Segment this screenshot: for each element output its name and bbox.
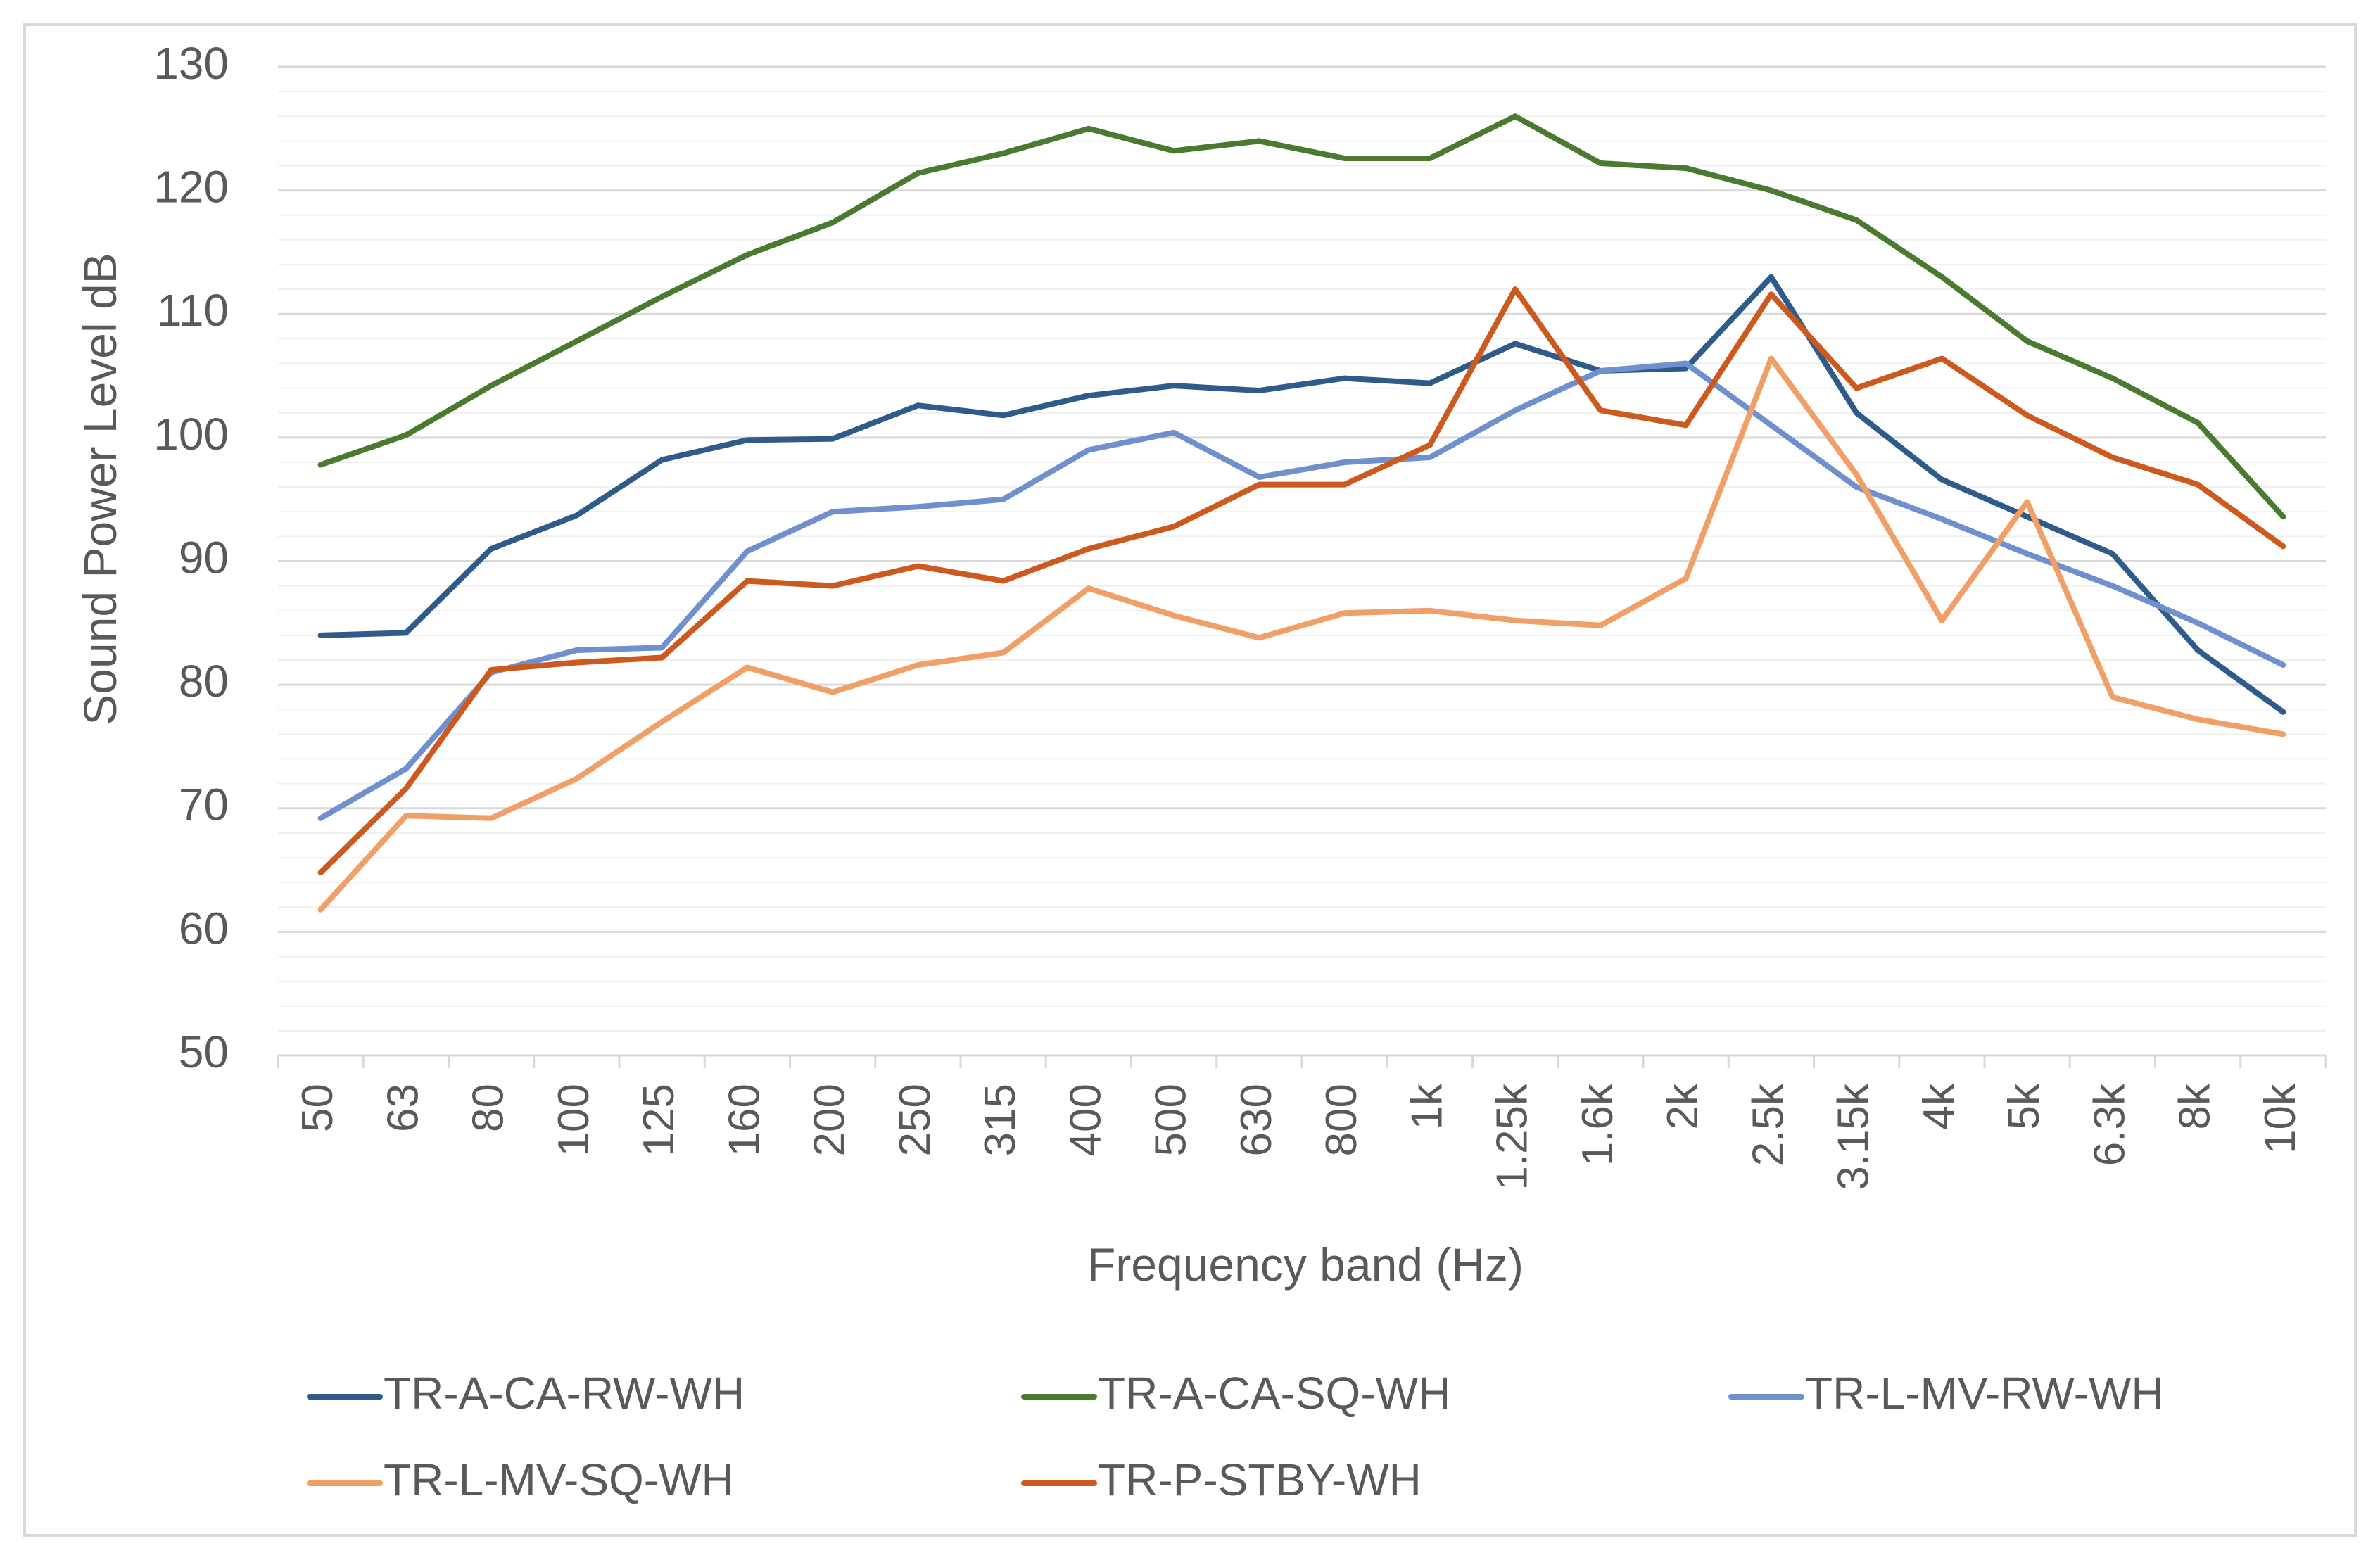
x-tick-label: 50 [293, 1084, 342, 1132]
y-tick-label: 120 [153, 162, 229, 213]
x-tick-label: 125 [635, 1084, 683, 1156]
y-tick-label: 70 [179, 780, 229, 830]
legend-item: TR-L-MV-SQ-WH [307, 1454, 734, 1505]
y-tick-label: 130 [153, 38, 229, 89]
x-tick-label: 800 [1317, 1084, 1366, 1156]
x-tick-label: 3.15k [1830, 1083, 1878, 1191]
x-tick-label: 1k [1403, 1083, 1451, 1129]
x-tick-label: 250 [891, 1084, 939, 1156]
x-tick-label: 6.3k [2085, 1083, 2134, 1166]
x-tick-label: 5k [2000, 1083, 2049, 1129]
x-tick-label: 400 [1061, 1084, 1110, 1156]
series-line-tr-l-mv-rw-wh [317, 360, 2286, 821]
x-tick-label: 100 [550, 1084, 598, 1156]
legend-label: TR-A-CA-SQ-WH [1098, 1368, 1450, 1419]
legend-item: TR-L-MV-RW-WH [1728, 1368, 2164, 1419]
x-tick-label: 200 [806, 1084, 854, 1156]
x-tick-label: 80 [464, 1084, 513, 1132]
legend-label: TR-L-MV-RW-WH [1805, 1368, 2164, 1419]
series-line-tr-p-stby-wh [317, 286, 2286, 876]
legend-item: TR-P-STBY-WH [1021, 1454, 1422, 1505]
x-tick-label: 8k [2171, 1083, 2220, 1129]
y-axis-title: Sound Power Level dB [74, 253, 126, 725]
x-tick-label: 500 [1147, 1084, 1196, 1156]
y-tick-label: 80 [179, 656, 229, 706]
y-axis-ticks: 50 60 70 80 90 100 110 120 130 [153, 38, 229, 1077]
x-tick-label: 4k [1915, 1083, 1963, 1129]
series-line-tr-l-mv-sq-wh [317, 355, 2286, 913]
y-tick-label: 90 [179, 532, 229, 583]
x-tick-label: 10k [2256, 1083, 2305, 1154]
legend-label: TR-P-STBY-WH [1098, 1454, 1422, 1505]
x-tick-label: 63 [379, 1084, 427, 1132]
legend-item: TR-A-CA-SQ-WH [1021, 1368, 1450, 1419]
x-tick-label: 2k [1659, 1083, 1707, 1129]
x-tick-label: 2.5k [1744, 1083, 1792, 1166]
chart-frame [23, 23, 2357, 1537]
y-tick-label: 110 [157, 285, 229, 336]
x-tick-label: 1.25k [1488, 1083, 1537, 1191]
y-tick-label: 100 [153, 409, 229, 459]
x-axis-ticks: 50 63 80 100 125 160 200 250 315 400 500 630 800 1k 1.… [293, 1083, 2305, 1191]
y-tick-label: 50 [179, 1027, 229, 1077]
series-lines [317, 113, 2286, 913]
x-tick-label: 160 [720, 1084, 768, 1156]
gridlines [277, 65, 2327, 1068]
series-line-tr-a-ca-rw-wh [317, 274, 2286, 715]
x-tick-label: 315 [976, 1084, 1025, 1156]
x-tick-label: 1.6k [1574, 1083, 1622, 1166]
legend: TR-A-CA-RW-WH TR-A-CA-SQ-WH TR-L-MV-RW-WH T… [307, 1368, 2164, 1505]
legend-item: TR-A-CA-RW-WH [307, 1368, 745, 1419]
x-tick-label: 630 [1232, 1084, 1281, 1156]
y-tick-label: 60 [179, 903, 229, 953]
legend-label: TR-L-MV-SQ-WH [384, 1454, 734, 1505]
x-axis-title: Frequency band (Hz) [1087, 1238, 1524, 1291]
legend-label: TR-A-CA-RW-WH [384, 1368, 745, 1419]
series-line-tr-a-ca-sq-wh [317, 113, 2286, 520]
